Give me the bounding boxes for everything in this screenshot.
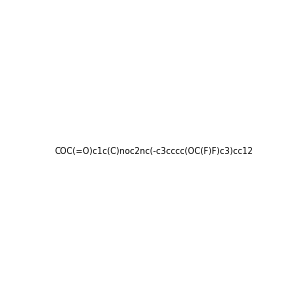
Text: COC(=O)c1c(C)noc2nc(-c3cccc(OC(F)F)c3)cc12: COC(=O)c1c(C)noc2nc(-c3cccc(OC(F)F)c3)cc… — [54, 147, 253, 156]
